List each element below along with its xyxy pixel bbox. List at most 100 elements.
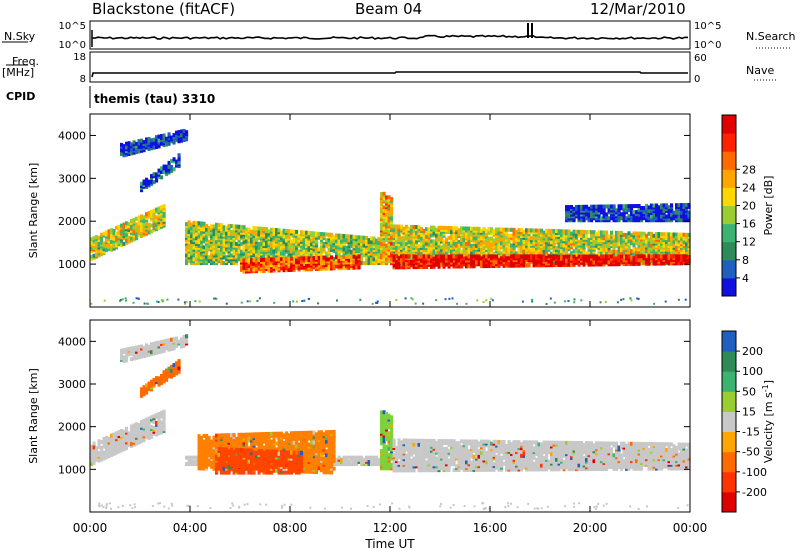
power-echo-cell <box>582 258 586 263</box>
power-echo-cell <box>237 255 241 260</box>
power-echo-cell <box>515 254 519 259</box>
power-echo-cell <box>575 256 579 261</box>
power-echo-cell <box>625 216 629 221</box>
power-echo-cell <box>675 259 679 264</box>
power-echo-cell <box>440 245 444 250</box>
power-echo-cell <box>425 258 429 263</box>
power-echo-region <box>392 254 691 270</box>
power-echo-cell <box>130 151 134 156</box>
power-echo-cell <box>660 203 664 208</box>
power-echo-cell <box>620 212 624 217</box>
power-echo-cell <box>317 235 321 240</box>
power-echo-cell <box>322 232 326 237</box>
power-echo-cell <box>382 220 386 225</box>
power-echo-cell <box>647 237 651 242</box>
power-echo-cell <box>670 261 674 266</box>
power-echo-cell <box>182 128 186 133</box>
power-colorbar-tick: 8 <box>742 254 749 267</box>
power-echo-cell <box>577 254 581 259</box>
power-echo-cell <box>115 231 119 236</box>
power-echo-cell <box>557 260 561 265</box>
power-echo-cell <box>570 262 574 267</box>
power-echo-cell <box>377 237 381 242</box>
power-echo-cell <box>415 225 419 230</box>
power-echo-cell <box>535 251 539 256</box>
power-echo-region <box>392 224 691 266</box>
power-echo-cell <box>352 240 356 245</box>
power-echo-cell <box>132 148 136 153</box>
velocity-echo-cell <box>120 429 124 434</box>
power-echo-cell <box>345 254 349 259</box>
power-echo-cell <box>415 262 419 267</box>
power-echo-cell <box>637 216 641 221</box>
power-echo-cell <box>505 256 509 261</box>
power-echo-cell <box>507 243 511 248</box>
power-echo-cell <box>122 144 126 149</box>
power-echo-cell <box>162 164 166 169</box>
power-echo-cell <box>285 242 289 247</box>
power-echo-cell <box>605 247 609 252</box>
power-echo-cell <box>407 254 411 259</box>
power-echo-cell <box>390 257 394 262</box>
power-echo-cell <box>297 233 301 238</box>
power-echo-cell <box>615 262 619 267</box>
power-scatter-cell <box>604 300 607 303</box>
power-echo-cell <box>515 237 519 242</box>
power-echo-cell <box>660 245 664 250</box>
power-echo-cell <box>145 221 149 226</box>
power-echo-cell <box>410 240 414 245</box>
power-echo-cell <box>190 259 194 264</box>
power-echo-cell <box>605 254 609 259</box>
power-echo-cell <box>627 231 631 236</box>
power-ytick-label: 1000 <box>58 258 86 271</box>
power-echo-cell <box>677 257 681 262</box>
power-echo-cell <box>240 267 244 272</box>
power-echo-cell <box>450 256 454 261</box>
power-echo-cell <box>545 256 549 261</box>
power-echo-region <box>140 153 181 193</box>
power-echo-cell <box>405 228 409 233</box>
power-echo-cell <box>590 214 594 219</box>
power-scatter-cell <box>521 300 524 303</box>
power-echo-cell <box>447 235 451 240</box>
power-echo-cell <box>192 220 196 225</box>
power-echo-cell <box>490 236 494 241</box>
power-echo-cell <box>117 224 121 229</box>
power-echo-cell <box>137 149 141 154</box>
power-echo-cell <box>120 152 124 157</box>
power-echo-cell <box>542 249 546 254</box>
power-echo-cell <box>627 206 631 211</box>
power-echo-cell <box>677 203 681 208</box>
power-echo-cell <box>262 257 266 262</box>
power-scatter-cell <box>194 300 197 303</box>
power-echo-cell <box>660 232 664 237</box>
power-echo-cell <box>445 251 449 256</box>
power-echo-cell <box>317 247 321 252</box>
power-echo-cell <box>650 203 654 208</box>
power-echo-cell <box>290 229 294 234</box>
power-echo-cell <box>460 249 464 254</box>
power-echo-cell <box>587 254 591 259</box>
power-echo-cell <box>125 141 129 146</box>
power-colorbar-segment <box>722 151 736 170</box>
power-echo-cell <box>167 132 171 137</box>
power-echo-cell <box>640 254 644 259</box>
power-echo-cell <box>442 258 446 263</box>
power-echo-cell <box>385 234 389 239</box>
power-echo-cell <box>470 243 474 248</box>
power-echo-cell <box>492 238 496 243</box>
power-echo-cell <box>627 218 631 223</box>
power-echo-cell <box>635 216 639 221</box>
power-echo-cell <box>437 258 441 263</box>
power-echo-cell <box>145 143 149 148</box>
power-echo-cell <box>450 254 454 259</box>
power-echo-cell <box>215 226 219 231</box>
power-echo-cell <box>202 261 206 266</box>
power-echo-cell <box>545 261 549 266</box>
power-echo-cell <box>402 226 406 231</box>
power-echo-cell <box>507 261 511 266</box>
power-echo-cell <box>280 257 284 262</box>
power-echo-cell <box>477 254 481 259</box>
power-echo-cell <box>270 243 274 248</box>
velocity-echo-cell <box>122 429 126 434</box>
